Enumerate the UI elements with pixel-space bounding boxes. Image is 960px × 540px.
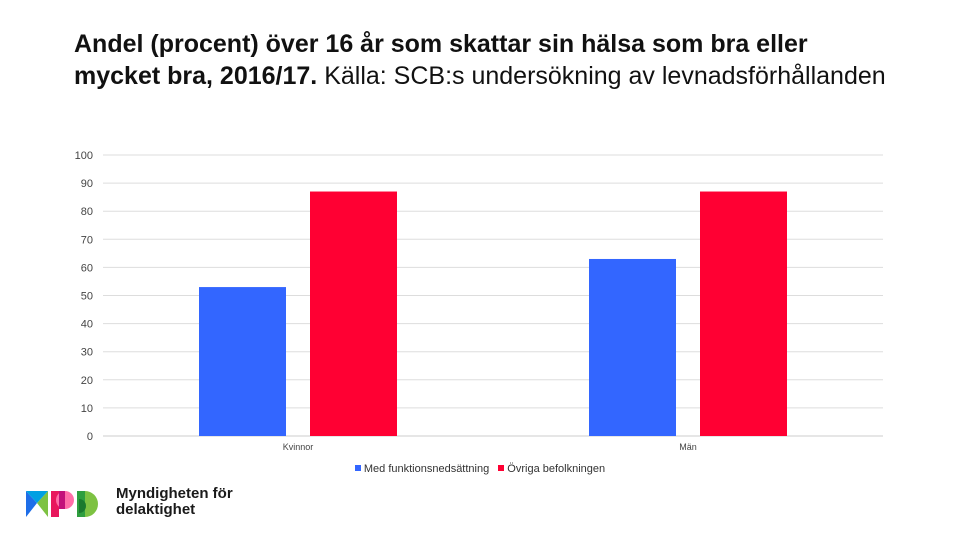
logo-text-line-2: delaktighet — [116, 501, 196, 518]
y-tick-label: 60 — [81, 262, 93, 274]
legend-label-series-1: Med funktionsnedsättning — [363, 463, 490, 475]
legend-label-series-2: Övriga befolkningen — [507, 463, 606, 475]
y-tick-label: 80 — [81, 206, 93, 218]
y-tick-label: 90 — [81, 178, 93, 190]
chart-legend: Med funktionsnedsättning Övriga befolkni… — [0, 463, 960, 475]
x-tick-label: Män — [679, 442, 697, 452]
y-tick-label: 10 — [81, 403, 93, 415]
chart-title: Andel (procent) över 16 år som skattar s… — [74, 28, 894, 92]
x-tick-label: Kvinnor — [283, 442, 314, 452]
y-tick-label: 0 — [87, 431, 93, 443]
mfd-logo-icon — [26, 491, 98, 517]
legend-swatch-series-1 — [354, 465, 361, 471]
organization-logo: Myndigheten för delaktighet — [24, 486, 244, 520]
y-tick-label: 70 — [81, 234, 93, 246]
legend-item-series-2: Övriga befolkningen — [498, 463, 605, 475]
chart-title-source: Källa: SCB:s undersökning av levnadsförh… — [324, 62, 886, 90]
y-tick-label: 100 — [75, 150, 93, 162]
y-tick-label: 50 — [81, 291, 93, 303]
y-tick-label: 40 — [81, 319, 93, 331]
logo-text: Myndigheten för delaktighet — [116, 486, 233, 518]
y-tick-label: 20 — [81, 375, 93, 387]
bar-1-1 — [199, 287, 286, 436]
logo-text-line-1: Myndigheten för — [116, 485, 233, 502]
legend-item-series-1: Med funktionsnedsättning — [354, 463, 490, 475]
bar-1-2 — [589, 258, 676, 436]
chart-title-main: Andel (procent) över 16 år som skattar s… — [74, 30, 808, 90]
bar-2-1 — [310, 191, 397, 436]
legend-swatch-series-2 — [498, 465, 505, 471]
y-tick-label: 30 — [81, 347, 93, 359]
bar-2-2 — [700, 191, 787, 436]
